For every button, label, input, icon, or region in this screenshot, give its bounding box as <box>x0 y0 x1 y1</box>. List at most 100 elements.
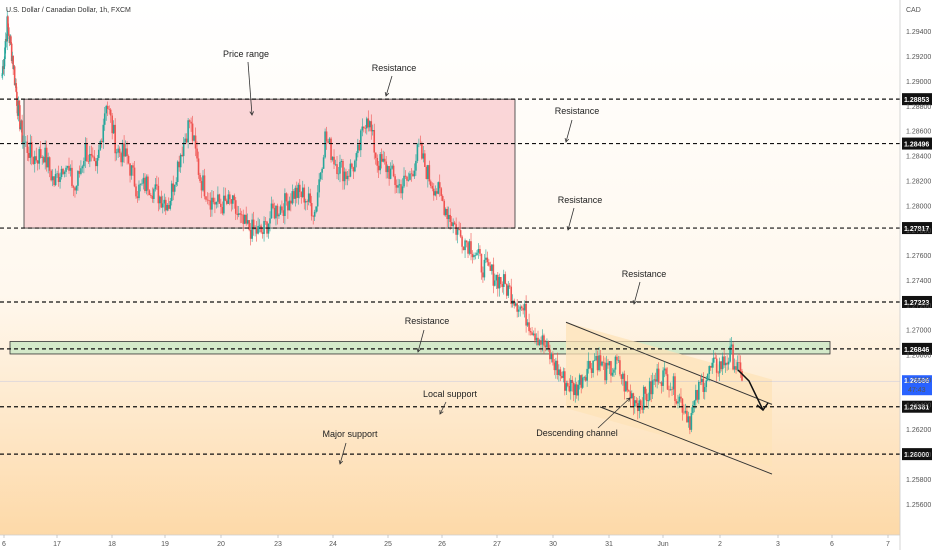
candle <box>242 209 245 232</box>
candle-body <box>72 186 75 188</box>
candle-body <box>112 124 115 134</box>
candle-body <box>57 173 60 182</box>
candle <box>726 355 728 371</box>
candle <box>723 348 725 368</box>
candle-body <box>188 120 191 122</box>
candle-body <box>497 274 499 289</box>
candle-body <box>23 141 26 143</box>
candle <box>30 136 33 166</box>
candle-body <box>456 229 459 235</box>
candle <box>392 163 395 178</box>
candle-body <box>622 373 624 379</box>
annotation-arrowhead <box>632 300 638 305</box>
candle-body <box>78 171 81 174</box>
candle <box>84 137 87 168</box>
candle-body <box>382 158 384 162</box>
candle-body <box>176 161 179 182</box>
candle <box>671 386 673 396</box>
candle <box>479 245 481 257</box>
candle <box>111 113 113 140</box>
candle-body <box>514 303 517 306</box>
candle <box>633 396 636 414</box>
candle <box>89 145 91 168</box>
candle <box>575 381 578 399</box>
candle-body <box>86 143 88 162</box>
candle <box>258 219 261 233</box>
level-label-bg <box>902 222 932 235</box>
levels-layer: 1.28853 1.28496 1.27817 1.27223 1.26846 1.263… <box>0 93 932 461</box>
candle-body <box>144 177 146 192</box>
candle-body <box>343 171 346 182</box>
candle-body <box>453 222 456 225</box>
candle <box>45 140 48 172</box>
annotation-pointer <box>565 119 573 143</box>
candle <box>170 180 173 206</box>
candle <box>330 136 332 163</box>
candle <box>561 371 563 379</box>
candle-body <box>182 142 185 157</box>
candle <box>38 146 41 170</box>
candle-body <box>572 382 575 396</box>
candle <box>83 157 85 174</box>
candle <box>596 350 599 376</box>
candle <box>203 168 206 200</box>
candle-body <box>304 201 307 203</box>
candle <box>205 196 207 202</box>
candle <box>607 358 609 369</box>
candle-body <box>230 199 233 204</box>
candle <box>343 167 346 190</box>
candle <box>106 101 109 116</box>
candle-body <box>415 160 417 171</box>
candle <box>22 135 24 149</box>
annotation-pointer <box>597 397 631 429</box>
candle <box>187 118 189 149</box>
candle <box>444 207 447 217</box>
candle-body <box>196 148 198 159</box>
candle-body <box>237 213 240 215</box>
candle <box>625 380 627 392</box>
candle <box>163 193 166 212</box>
annotation-label: Resistance <box>405 316 450 326</box>
level-label: 1.27817 <box>904 226 929 233</box>
candle <box>77 170 79 191</box>
candle <box>56 170 58 178</box>
candle-body <box>538 340 541 346</box>
candle-body <box>651 380 654 395</box>
candle <box>714 352 716 359</box>
candle <box>95 158 97 172</box>
candle-body <box>558 369 560 375</box>
candle <box>574 377 577 403</box>
candle-body <box>705 380 708 388</box>
candle <box>702 372 705 399</box>
candle <box>373 123 376 160</box>
candle-body <box>42 157 45 163</box>
candle-body <box>474 255 477 256</box>
price-range-layer <box>9 98 831 475</box>
candle <box>114 118 116 162</box>
candle-body <box>234 200 237 214</box>
candle <box>337 166 340 181</box>
candle <box>494 273 496 287</box>
annotation-label: Local support <box>423 389 478 399</box>
candle-body <box>221 207 224 214</box>
annotation-label: Resistance <box>622 269 667 279</box>
candle <box>17 96 20 122</box>
candle-body <box>118 148 121 154</box>
candle-body <box>510 286 513 304</box>
candle <box>480 253 483 280</box>
candle <box>217 186 219 208</box>
candle-body <box>669 389 672 391</box>
x-tick-label: 2 <box>718 541 722 548</box>
candle-body <box>663 368 666 371</box>
candle <box>185 133 188 144</box>
candle <box>144 173 146 194</box>
candle <box>556 352 559 380</box>
x-tick-label: 31 <box>605 541 613 548</box>
candle <box>354 159 356 173</box>
candle <box>226 198 228 206</box>
candle <box>175 177 178 187</box>
candle-body <box>200 181 203 191</box>
candle <box>44 140 46 170</box>
